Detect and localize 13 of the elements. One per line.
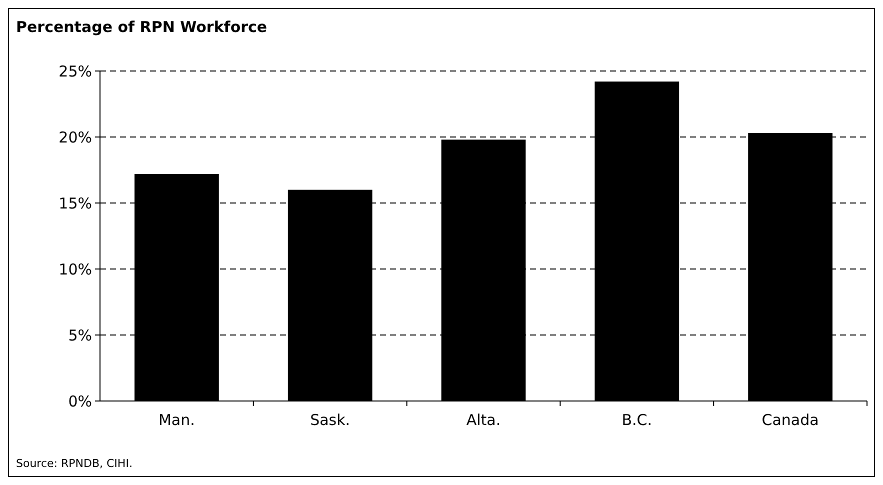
x-tick-label: Canada: [762, 411, 819, 429]
x-tick-label: Man.: [158, 411, 195, 429]
x-tick-label: B.C.: [622, 411, 652, 429]
x-tick-label: Sask.: [310, 411, 350, 429]
x-tick-label: Alta.: [466, 411, 501, 429]
chart-title: Percentage of RPN Workforce: [16, 18, 268, 36]
y-tick-label: 0%: [68, 392, 92, 410]
y-tick-label: 5%: [68, 326, 92, 344]
source-note: Source: RPNDB, CIHI.: [16, 457, 132, 470]
y-tick-label: 15%: [58, 194, 92, 212]
y-tick-label: 20%: [58, 128, 92, 146]
y-tick-label: 10%: [58, 260, 92, 278]
y-tick-label: 25%: [58, 62, 92, 80]
